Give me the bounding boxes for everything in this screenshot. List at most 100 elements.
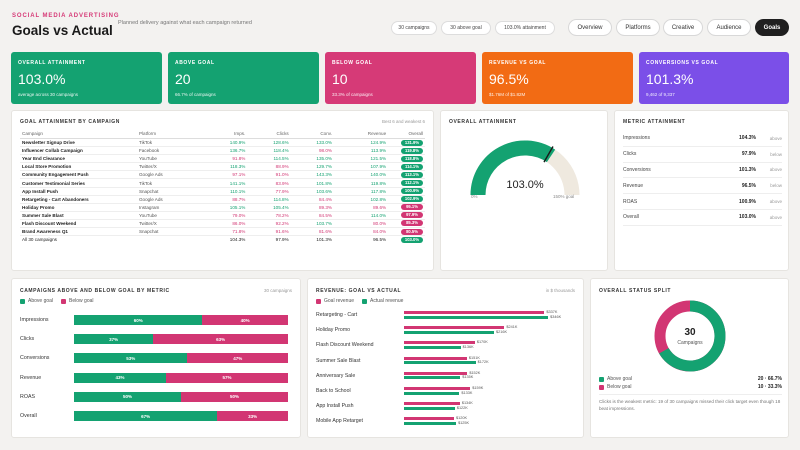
legend-swatch-below	[61, 298, 67, 304]
card-title: GOAL ATTAINMENT BY CAMPAIGN	[20, 119, 120, 125]
revenue-attainment: 119.8%	[334, 178, 389, 188]
imps-attainment: 86.0%	[204, 219, 248, 229]
card-title: OVERALL STATUS SPLIT	[599, 288, 672, 294]
clicks-attainment: 114.5%	[247, 154, 291, 164]
metric-attainment-card: METRIC ATTAINMENT Impressions 104.3% above…	[614, 110, 789, 271]
actual-bar	[404, 315, 549, 319]
kpi-value: 103.0%	[18, 71, 66, 87]
gauge-min-label: 0%	[471, 194, 478, 199]
category-label: Flash Discount Weekend	[316, 342, 374, 349]
table-row[interactable]: Customer Testimonial Series TikTok 141.1% 8…	[20, 178, 425, 188]
bar-above-segment: 67%	[74, 411, 218, 421]
status-row-below: Below goal 10 · 33.3%	[599, 384, 782, 390]
col-imps[interactable]: Imps.	[204, 131, 248, 139]
table-row[interactable]: Local Store Promotion Twitter/X 118.3% 88.9…	[20, 162, 425, 172]
gauge-goal-marker	[543, 146, 554, 163]
total-label: All 30 campaigns	[22, 237, 57, 243]
table-row[interactable]: Brand Awareness Q1 Snapchat 71.8% 91.6% 81.6…	[20, 227, 425, 237]
table-row[interactable]: Community Engagement Push Google Ads 97.1%…	[20, 170, 425, 180]
stacked-bar: 67% 33%	[74, 411, 288, 421]
col-campaign[interactable]: Campaign	[20, 131, 137, 139]
metric-label: Overall	[20, 413, 37, 419]
stacked-bar: 53% 47%	[74, 353, 288, 364]
campaign-name: Influencer Collab Campaign	[20, 146, 137, 156]
status-swatch-above	[599, 376, 604, 382]
page-title: Goals vs Actual	[12, 23, 113, 38]
table-row[interactable]: Influencer Collab Campaign Facebook 136.7%…	[20, 146, 425, 156]
clicks-attainment: 92.2%	[247, 219, 291, 229]
table-row[interactable]: Retargeting - Cart Abandoners Google Ads 8…	[20, 195, 425, 204]
goal-value-label: $159K	[472, 386, 484, 390]
tab-platforms[interactable]: Platforms	[616, 19, 660, 36]
overall-badge: 131.9%	[401, 139, 423, 146]
imps-attainment: 110.1%	[204, 187, 248, 196]
category-label: Back to School	[316, 388, 351, 394]
actual-bar	[404, 376, 461, 380]
revenue-chart: Retargeting - Cart $337K $346K Holiday Prom…	[316, 310, 578, 435]
kpi-value: 96.5%	[489, 71, 529, 87]
card-title: REVENUE: GOAL VS ACTUAL	[316, 288, 402, 294]
legend-swatch-actual	[362, 298, 368, 304]
card-title: METRIC ATTAINMENT	[623, 119, 686, 125]
tab-audience[interactable]: Audience	[707, 19, 751, 36]
overall-badge: 113.1%	[401, 171, 423, 178]
col-overall[interactable]: Overall	[388, 131, 425, 139]
metric-status: below	[770, 183, 782, 189]
total-overall-badge: 103.0%	[401, 236, 423, 243]
campaign-name: Local Store Promotion	[20, 162, 137, 172]
category-label: Retargeting - Cart	[316, 312, 358, 318]
clicks-attainment: 91.0%	[247, 170, 291, 180]
col-revenue[interactable]: Revenue	[334, 131, 389, 139]
conv-attainment: 89.3%	[290, 203, 334, 212]
platform: YouTube	[136, 154, 205, 164]
overall-badge: 112.1%	[401, 180, 423, 187]
col-conv[interactable]: Conv.	[290, 131, 334, 139]
table-row[interactable]: Holiday Promo Instagram 105.1% 105.4% 89.3% 8…	[20, 203, 425, 212]
above-below-card: CAMPAIGNS ABOVE AND BELOW GOAL BY METRIC…	[11, 278, 301, 438]
metric-row: Clicks 97.9% below	[623, 147, 782, 163]
clicks-attainment: 91.6%	[247, 227, 291, 237]
bar-above-segment: 53%	[74, 353, 188, 364]
actual-bar	[404, 330, 494, 334]
platform: Twitter/X	[136, 219, 205, 229]
col-platform[interactable]: Platform	[136, 131, 205, 139]
bar-above-segment: 60%	[74, 315, 203, 325]
revenue-attainment: 114.0%	[334, 211, 389, 220]
table-row[interactable]: Flash Discount Weekend Twitter/X 86.0% 92.2…	[20, 219, 425, 229]
tab-creative[interactable]: Creative	[663, 19, 703, 36]
overall-cell: 118.8%	[388, 154, 425, 164]
imps-attainment: 105.1%	[204, 203, 248, 212]
donut-above-segment	[654, 300, 726, 372]
table-row[interactable]: Summer Sale Blast YouTube 79.0% 78.2% 84.5% 1…	[20, 211, 425, 220]
goal-value-label: $151K	[468, 355, 480, 360]
metric-row: Conversions 101.3% above	[623, 163, 782, 179]
card-note: in $ thousands	[545, 288, 575, 293]
bar-below-segment: 40%	[202, 315, 288, 325]
status-split-card: OVERALL STATUS SPLIT 30 Campaigns Above …	[590, 278, 789, 438]
tab-overview[interactable]: Overview	[568, 19, 612, 36]
legend-goal: Goal revenue	[324, 298, 355, 304]
above-goal-pill: 30 above goal	[441, 21, 491, 35]
metric-label: Revenue	[20, 374, 42, 381]
kpi-value: 20	[175, 71, 191, 87]
kpi-sub: $1.76M of $1.82M	[489, 92, 526, 97]
table-row[interactable]: Year End Clearance YouTube 91.8% 114.5% 135.…	[20, 154, 425, 164]
tab-goals[interactable]: Goals	[755, 19, 789, 36]
table-row[interactable]: App Install Push Snapchat 110.1% 77.9% 103.6…	[20, 187, 425, 196]
metric-list: Impressions 104.3% above Clicks 97.9% below Co…	[623, 131, 782, 226]
col-clicks[interactable]: Clicks	[247, 131, 291, 139]
goal-bar	[404, 326, 505, 330]
overall-cell: 119.8%	[388, 146, 425, 156]
actual-value-label: $216K	[496, 329, 507, 334]
revenue-attainment: 80.0%	[334, 219, 389, 229]
card-title: CAMPAIGNS ABOVE AND BELOW GOAL BY METRIC	[20, 288, 170, 294]
platform: Google Ads	[136, 170, 205, 180]
goal-bar	[404, 402, 460, 406]
legend-swatch-goal	[316, 298, 321, 304]
actual-value-label: $125K	[458, 420, 470, 425]
kpi-label: OVERALL ATTAINMENT	[18, 60, 86, 66]
metric-name: ROAS	[623, 198, 638, 205]
total-overall-cell: 103.0%	[388, 236, 425, 244]
attainment-gauge	[470, 140, 580, 196]
table-row[interactable]: Newsletter Signup Drive TikTok 140.9% 128.6…	[20, 138, 425, 148]
